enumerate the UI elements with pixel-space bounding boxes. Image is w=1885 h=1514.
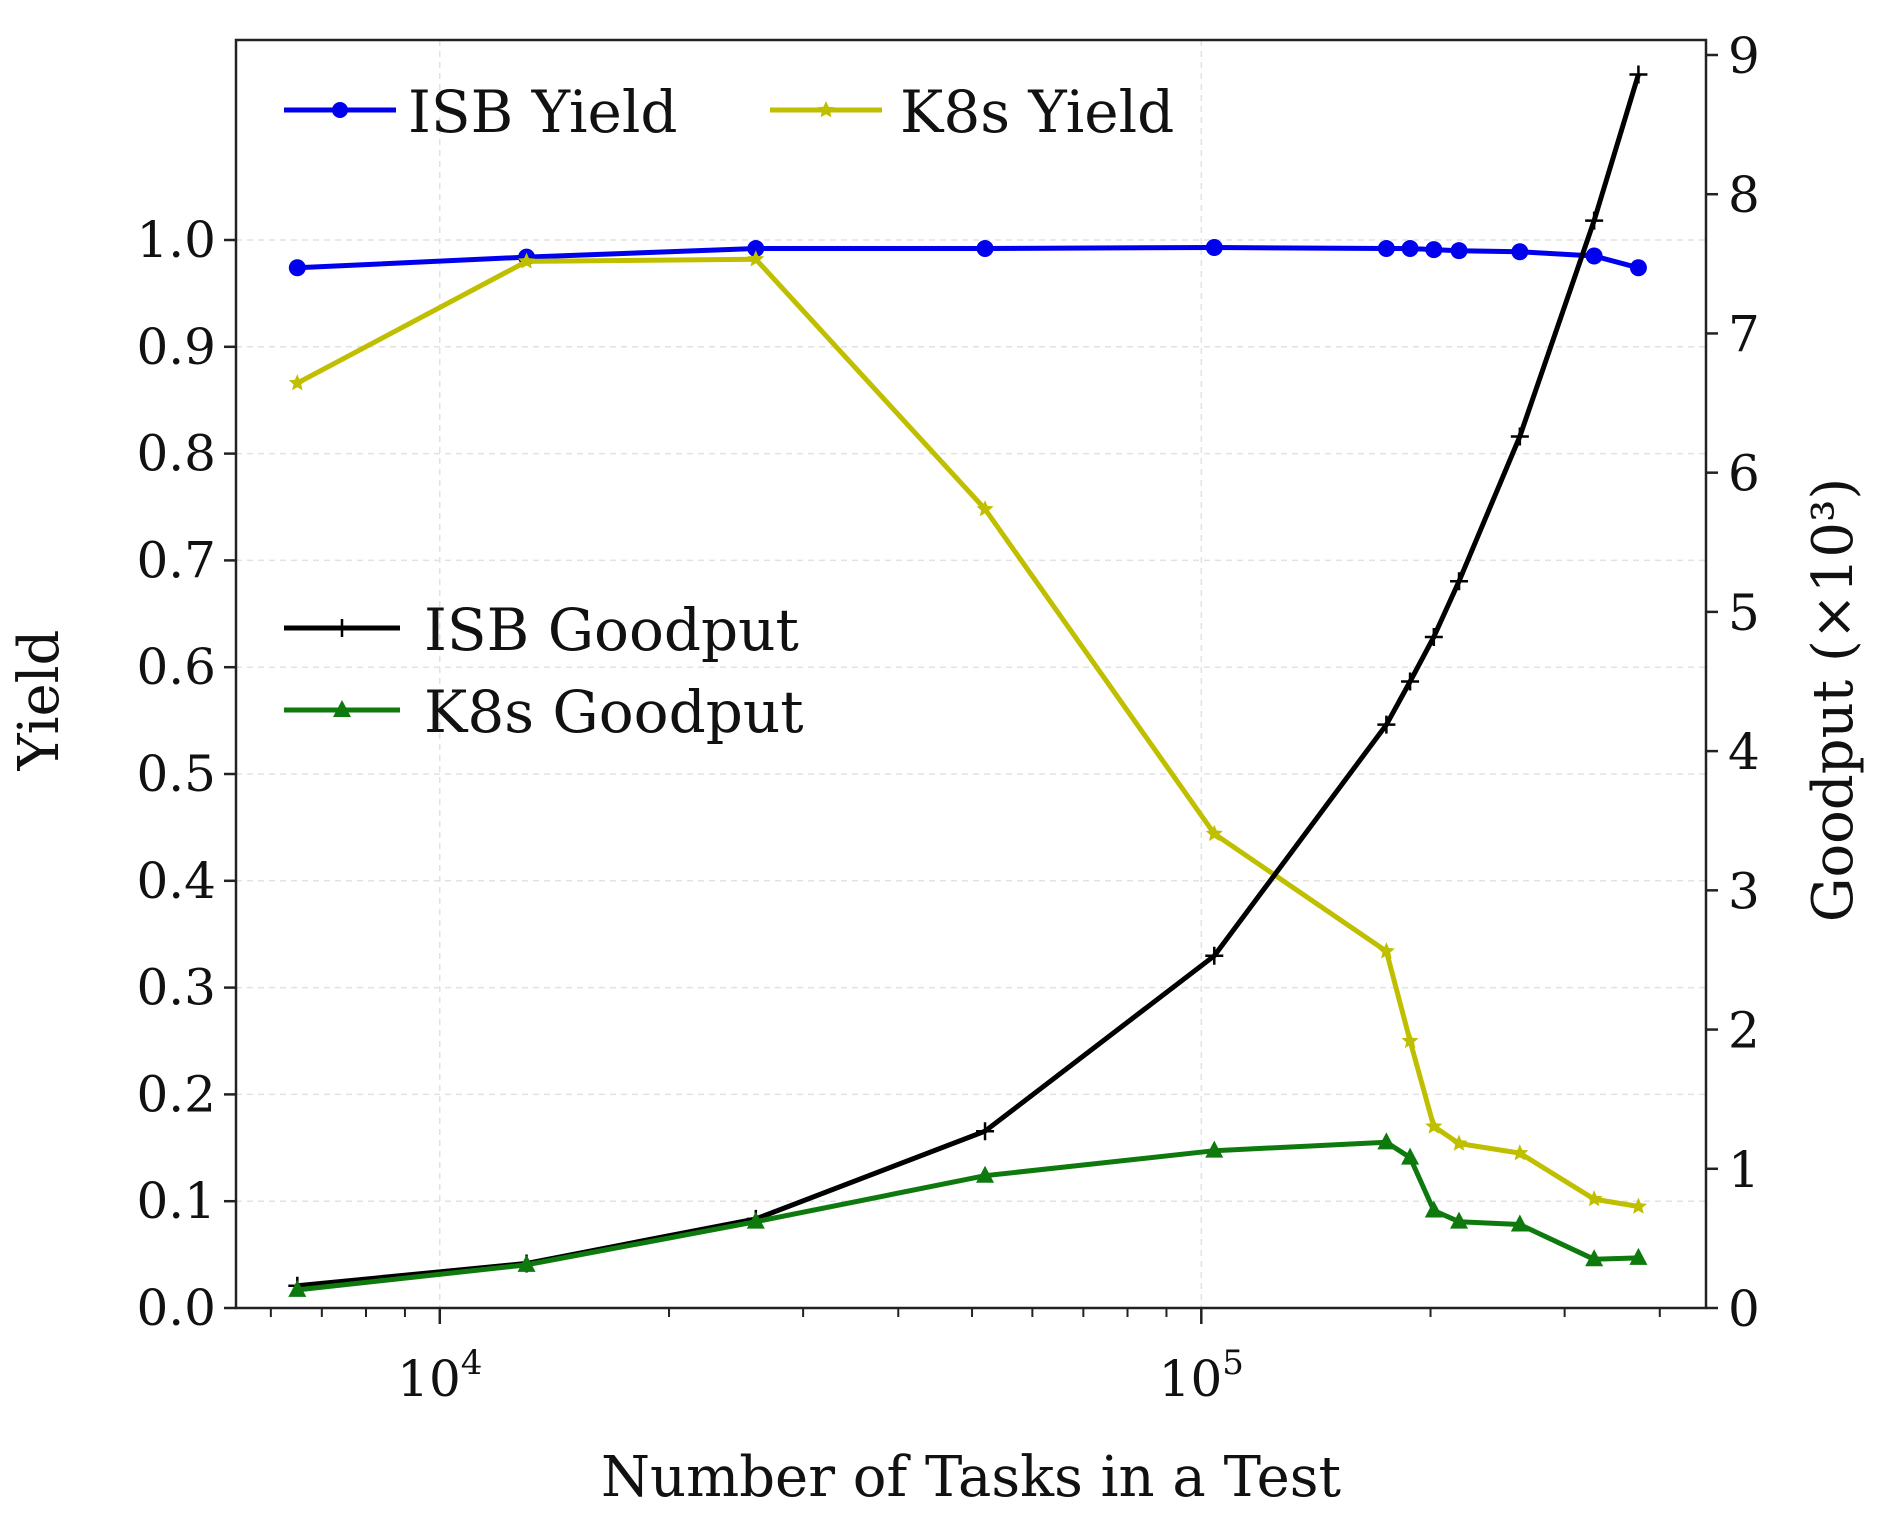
legend-middle: ISB Goodput K8s Goodput xyxy=(284,596,804,746)
y-tick-label-right: 0 xyxy=(1728,1280,1760,1338)
y-tick-label-left: 0.6 xyxy=(136,638,216,696)
data-point xyxy=(1377,1132,1396,1150)
x-tick-label: 105 xyxy=(1159,1343,1244,1408)
data-point xyxy=(1585,247,1603,265)
data-point xyxy=(976,1122,995,1141)
y-tick-label-left: 0.2 xyxy=(136,1065,216,1123)
data-point xyxy=(1401,240,1419,258)
data-point xyxy=(1401,1032,1419,1049)
data-point xyxy=(1377,715,1396,734)
legend-marker-k8s-yield xyxy=(817,101,835,118)
y-tick-label-right: 5 xyxy=(1728,584,1760,642)
legend-label-k8s-goodput: K8s Goodput xyxy=(424,678,804,746)
data-point xyxy=(518,252,536,269)
data-point xyxy=(1205,946,1224,965)
data-point xyxy=(288,259,306,277)
data-point xyxy=(747,240,765,258)
legend-marker-k8s-goodput xyxy=(333,700,351,717)
legend-marker-isb-goodput xyxy=(333,619,351,637)
series-line-3 xyxy=(297,1139,1639,1293)
data-point xyxy=(976,500,994,517)
legend-top: ISB Yield K8s Yield xyxy=(284,78,1174,146)
data-point xyxy=(1401,1147,1420,1165)
data-point xyxy=(1425,1117,1443,1134)
x-axis-title: Number of Tasks in a Test xyxy=(601,1445,1341,1510)
y-tick-label-left: 0.3 xyxy=(136,959,216,1017)
y-tick-label-left: 0.1 xyxy=(136,1172,216,1230)
data-point xyxy=(746,1211,765,1229)
y-tick-label-right: 3 xyxy=(1728,862,1760,920)
data-point xyxy=(1510,427,1529,446)
y-tick-label-right: 1 xyxy=(1728,1141,1760,1199)
data-point xyxy=(1585,211,1604,230)
data-point xyxy=(1450,572,1469,591)
data-point xyxy=(1629,1197,1647,1214)
axes: 0.0 0.1 0.2 0.3 0.4 0.5 0.6 0.7 0.8 0.9 1.0 0 1 2 3 4 5 6… xyxy=(136,27,1759,1408)
data-point xyxy=(1424,627,1443,646)
y-tick-label-right: 9 xyxy=(1728,27,1760,85)
plot-frame xyxy=(234,38,1708,1310)
data-point xyxy=(1450,242,1468,260)
y-tick-label-left: 0.5 xyxy=(136,745,216,803)
data-point xyxy=(976,1165,995,1183)
x-tick-label: 104 xyxy=(397,1343,482,1408)
data-point xyxy=(1511,1144,1529,1161)
data-point xyxy=(1424,1200,1443,1218)
y-tick-label-left: 0.9 xyxy=(136,318,216,376)
data-point xyxy=(1629,65,1648,84)
data-point xyxy=(288,374,306,391)
data-point xyxy=(1425,241,1443,259)
data-point xyxy=(1629,1247,1648,1265)
data-point xyxy=(1585,1249,1604,1267)
series-layer xyxy=(288,65,1648,1297)
y-tick-label-left: 0.8 xyxy=(136,425,216,483)
data-point xyxy=(1510,1214,1529,1232)
data-point xyxy=(1377,942,1395,959)
data-point xyxy=(976,240,994,258)
data-point xyxy=(517,1254,536,1272)
data-point xyxy=(288,1279,307,1297)
data-point xyxy=(1511,243,1529,261)
y-axis-title-right: Goodput (×10³) xyxy=(1801,478,1866,923)
data-point xyxy=(1205,824,1223,842)
data-point xyxy=(1401,672,1420,691)
gridlines xyxy=(236,40,1706,1308)
series-line-1 xyxy=(296,256,1639,1209)
y-tick-label-left: 0.0 xyxy=(136,1279,216,1337)
legend-label-isb-goodput: ISB Goodput xyxy=(424,596,799,664)
y-tick-label-right: 8 xyxy=(1728,166,1760,224)
legend-label-isb-yield: ISB Yield xyxy=(408,78,678,146)
data-point xyxy=(1629,259,1647,277)
data-point xyxy=(1450,1211,1469,1229)
series-line-2 xyxy=(297,73,1641,1289)
legend-label-k8s-yield: K8s Yield xyxy=(900,78,1174,146)
series-line-0 xyxy=(297,245,1640,271)
data-point xyxy=(1205,238,1223,256)
y-tick-label-left: 0.7 xyxy=(136,531,216,589)
data-point xyxy=(1585,1190,1603,1207)
data-point xyxy=(1377,240,1395,258)
data-point xyxy=(1450,1134,1468,1151)
y-tick-label-right: 4 xyxy=(1728,723,1760,781)
y-tick-label-right: 2 xyxy=(1728,1002,1760,1060)
y-tick-label-right: 6 xyxy=(1728,445,1760,503)
y-tick-label-left: 0.4 xyxy=(136,852,216,910)
data-point xyxy=(747,250,765,267)
data-point xyxy=(1205,1140,1224,1158)
y-tick-label-right: 7 xyxy=(1728,305,1760,363)
y-tick-label-left: 1.0 xyxy=(136,211,216,269)
y-axis-title-left: Yield xyxy=(7,630,72,772)
